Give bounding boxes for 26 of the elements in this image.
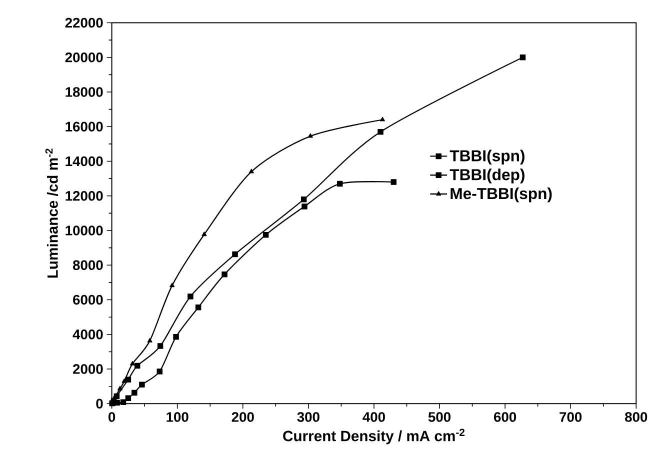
y-tick-label: 14000 bbox=[66, 156, 103, 166]
legend-label: TBBI(dep) bbox=[450, 168, 524, 184]
legend-label: Me-TBBI(spn) bbox=[450, 188, 552, 202]
x-tick-label: 0 bbox=[108, 412, 116, 422]
y-tick-label: 22000 bbox=[65, 18, 103, 28]
x-tick-label: 600 bbox=[494, 412, 516, 422]
x-tick-label: 700 bbox=[560, 412, 582, 422]
y-tick-label: 4000 bbox=[72, 330, 103, 340]
x-tick-label: 100 bbox=[166, 412, 188, 422]
y-tick-label: 16000 bbox=[66, 122, 103, 132]
x-tick-label: 400 bbox=[362, 412, 385, 422]
y-axis-title: Luminance /cd m$^{-2}$ bbox=[45, 148, 58, 278]
y-tick-label: 12000 bbox=[66, 190, 103, 201]
x-tick-label: 200 bbox=[232, 412, 254, 422]
y-tick-label: 10000 bbox=[66, 226, 103, 236]
y-tick-label: 20000 bbox=[65, 52, 103, 62]
legend-label: TBBI(spn) bbox=[450, 150, 524, 165]
x-tick-label: 800 bbox=[625, 412, 648, 422]
x-axis-title: Current Density / mA cm$^{-2}$ bbox=[283, 428, 465, 444]
x-tick-label: 500 bbox=[428, 412, 450, 422]
y-tick-label: 6000 bbox=[73, 294, 103, 305]
x-tick-label: 300 bbox=[297, 412, 320, 422]
y-tick-label: 18000 bbox=[66, 87, 103, 97]
y-tick-label: 8000 bbox=[72, 260, 103, 270]
y-tick-label: 2000 bbox=[73, 364, 103, 374]
y-tick-label: 0 bbox=[96, 398, 103, 409]
